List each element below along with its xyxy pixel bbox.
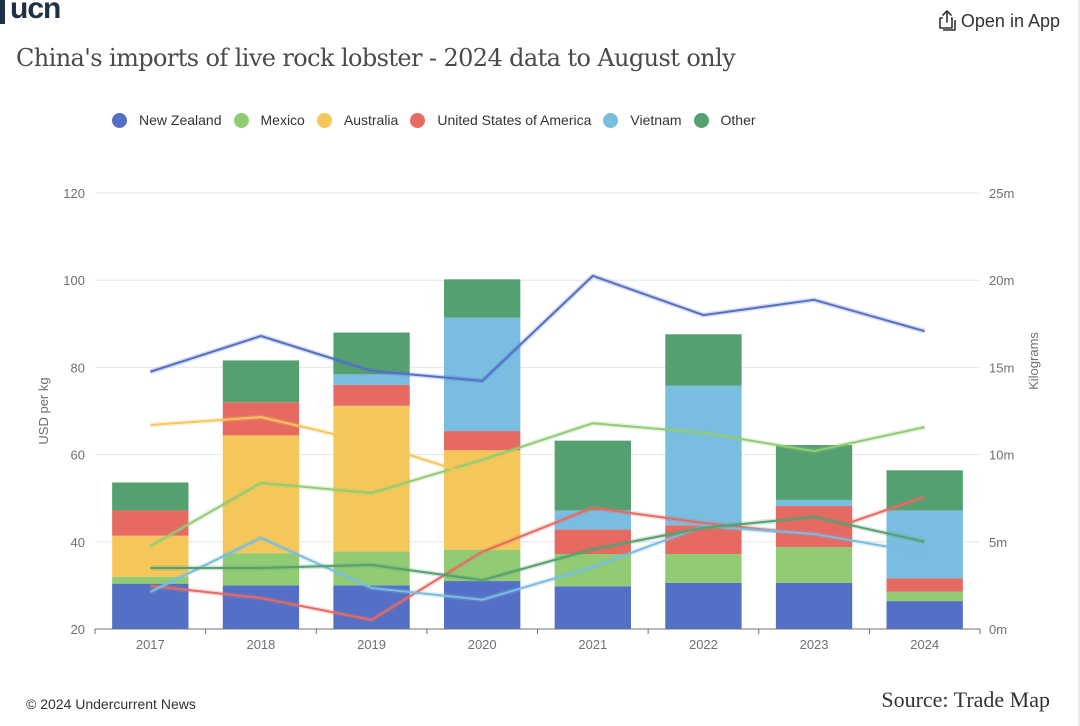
bar-other-2020[interactable]	[444, 279, 521, 318]
copyright-text: © 2024 Undercurrent News	[26, 696, 196, 712]
x-tick-label: 2024	[910, 637, 939, 652]
bar-new-zealand-2019[interactable]	[333, 585, 410, 629]
bar-mexico-2022[interactable]	[665, 554, 742, 583]
legend-marker-icon	[603, 112, 619, 128]
bar-united-states-of-america-2019[interactable]	[333, 384, 410, 406]
y-left-tick-label: 120	[63, 186, 85, 201]
line-australia[interactable]	[150, 416, 483, 480]
legend-marker-icon	[316, 112, 332, 128]
line-other[interactable]	[150, 515, 925, 582]
bar-new-zealand-2018[interactable]	[222, 585, 300, 629]
x-tick-label: 2023	[800, 637, 829, 652]
bar-vietnam-2020[interactable]	[444, 317, 521, 432]
open-in-app-button[interactable]: Open in App	[937, 9, 1060, 33]
bar-new-zealand-2020[interactable]	[444, 581, 521, 629]
legend-marker-icon	[410, 112, 426, 128]
bar-other-2018[interactable]	[222, 360, 300, 403]
y-right-tick-label: 20m	[989, 273, 1014, 288]
legend-item-new-zealand[interactable]: New Zealand	[112, 112, 222, 128]
legend-marker-icon	[233, 112, 249, 128]
chart-canvas: 20 40 60 80 100 120 0m 5m 10m 15m 20m 25m USD per kg…	[36, 186, 1041, 652]
bar-vietnam-2023[interactable]	[775, 499, 853, 507]
legend-label: New Zealand	[139, 112, 222, 128]
bar-australia-2019[interactable]	[333, 405, 410, 552]
y-right-tick-label: 25m	[989, 186, 1014, 201]
bar-new-zealand-2021[interactable]	[554, 586, 631, 629]
y-left-tick-label: 20	[71, 622, 85, 637]
line-glow-australia	[150, 414, 483, 481]
bar-new-zealand-2023[interactable]	[775, 582, 853, 629]
x-tick-label: 2020	[468, 637, 497, 652]
legend-label: Australia	[343, 112, 399, 128]
bar-vietnam-2019[interactable]	[333, 374, 410, 385]
bar-new-zealand-2022[interactable]	[665, 582, 742, 629]
bar-united-states-of-america-2024[interactable]	[886, 578, 963, 592]
bar-other-2022[interactable]	[665, 334, 742, 386]
legend-label: Mexico	[260, 112, 305, 128]
chart-title: China's imports of live rock lobster - 2…	[16, 44, 736, 72]
line-mexico[interactable]	[149, 422, 925, 548]
y-left-axis-title: USD per kg	[36, 377, 51, 444]
legend-label: Other	[720, 112, 756, 128]
legend-item-other[interactable]: Other	[693, 112, 756, 128]
y-right-tick-label: 5m	[989, 535, 1007, 550]
line-vietnam[interactable]	[149, 525, 925, 601]
logo-bar	[0, 0, 5, 24]
legend-label: United States of America	[437, 112, 592, 128]
bar-new-zealand-2024[interactable]	[886, 601, 963, 629]
chart-legend: New Zealand Mexico Australia United States …	[112, 112, 768, 128]
y-left-tick-label: 100	[63, 273, 85, 288]
bar-mexico-2021[interactable]	[554, 554, 631, 587]
x-tick-label: 2021	[578, 637, 607, 652]
legend-item-mexico[interactable]: Mexico	[233, 112, 305, 128]
y-right-axis-title: Kilograms	[1026, 332, 1041, 390]
bar-mexico-2017[interactable]	[112, 576, 189, 584]
bar-other-2017[interactable]	[112, 482, 189, 511]
y-right-tick-label: 10m	[989, 448, 1014, 463]
bar-other-2024[interactable]	[886, 470, 963, 511]
line-new-zealand[interactable]	[150, 274, 925, 382]
y-right-tick-label: 15m	[989, 360, 1014, 375]
bar-vietnam-2022[interactable]	[665, 385, 742, 526]
legend-marker-icon	[693, 112, 709, 128]
bar-united-states-of-america-2022[interactable]	[665, 525, 742, 555]
bar-united-states-of-america-2020[interactable]	[444, 431, 521, 451]
x-tick-label: 2018	[246, 637, 275, 652]
bar-australia-2020[interactable]	[444, 450, 521, 550]
source-text: Source: Trade Map	[881, 687, 1050, 712]
bar-mexico-2018[interactable]	[222, 553, 300, 586]
y-left-tick-label: 40	[71, 535, 85, 550]
share-icon	[939, 10, 956, 31]
x-tick-label: 2019	[357, 637, 386, 652]
legend-item-united-states-of-america[interactable]: United States of America	[410, 112, 591, 128]
open-in-app-label: Open in App	[960, 10, 1060, 31]
ucn-logo[interactable]: ucn	[0, 0, 61, 26]
bar-australia-2017[interactable]	[112, 535, 189, 577]
legend-label: Vietnam	[630, 112, 682, 128]
bar-australia-2018[interactable]	[222, 435, 300, 554]
bar-vietnam-2024[interactable]	[886, 510, 963, 579]
x-tick-label: 2022	[689, 637, 718, 652]
legend-item-australia[interactable]: Australia	[316, 112, 399, 128]
legend-item-vietnam[interactable]: Vietnam	[603, 112, 682, 128]
logo-text: ucn	[10, 0, 61, 25]
x-tick-label: 2017	[136, 637, 165, 652]
bar-other-2023[interactable]	[775, 445, 853, 500]
y-left-tick-label: 60	[71, 448, 85, 463]
bar-mexico-2023[interactable]	[775, 547, 853, 583]
bar-other-2021[interactable]	[554, 440, 631, 511]
y-right-tick-label: 0m	[989, 622, 1007, 637]
y-left-tick-label: 80	[71, 360, 85, 375]
legend-marker-icon	[112, 112, 127, 128]
page-border	[1078, 0, 1080, 726]
bar-mexico-2024[interactable]	[886, 591, 963, 602]
bar-other-2019[interactable]	[333, 332, 410, 375]
